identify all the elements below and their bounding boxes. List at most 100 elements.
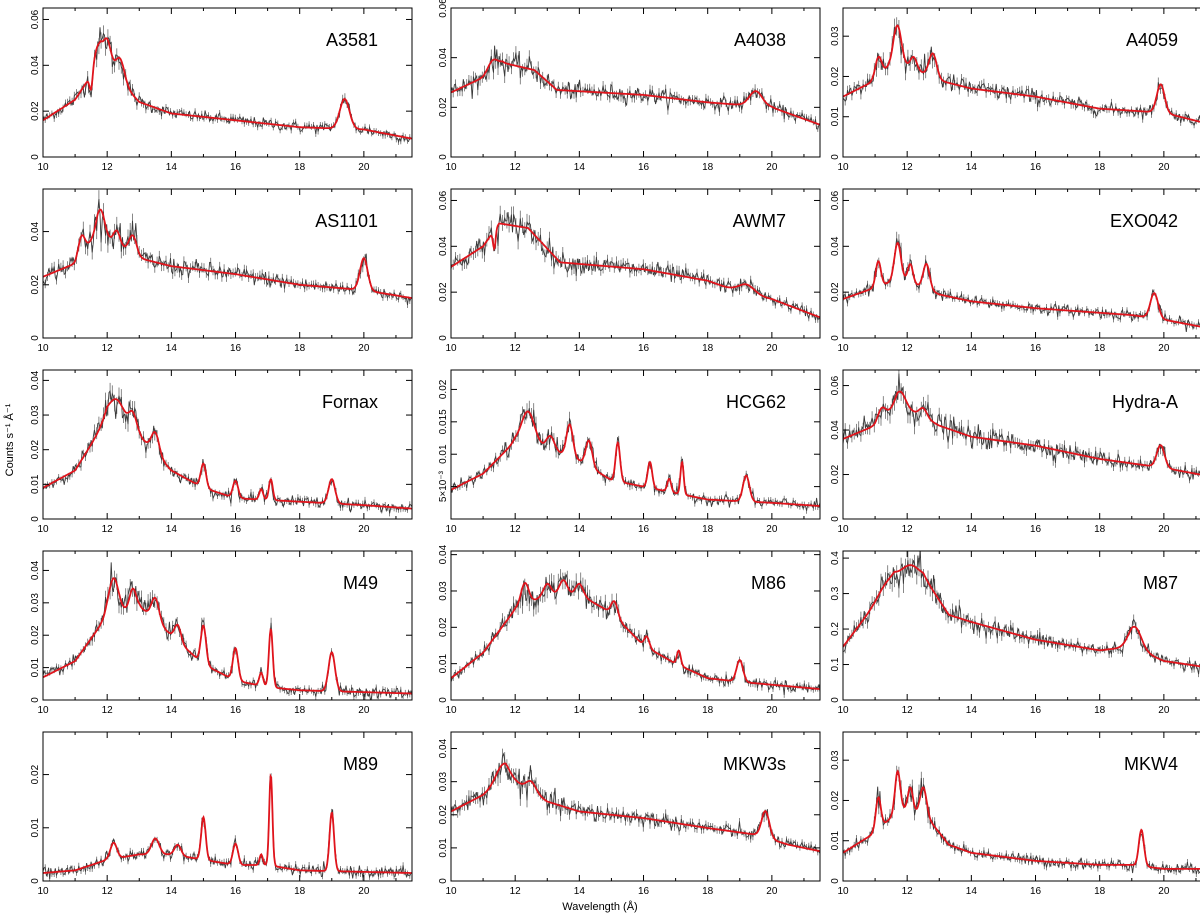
panel-title: AWM7 [733,211,786,231]
y-tick-label: 0.06 [438,0,449,18]
panel-frame [42,188,413,339]
panel-title: M89 [343,754,378,774]
y-tick-label: 0.015 [438,409,449,434]
panel-frame [842,369,1200,520]
y-tick-label: 0.06 [830,375,841,395]
y-tick-label: 0.03 [830,750,841,770]
model-line [451,58,820,126]
x-tick-label: 20 [766,705,778,716]
model-line [451,579,820,690]
x-tick-label: 10 [445,705,457,716]
panel-frame [842,731,1200,882]
y-tick-label: 0.04 [830,420,841,440]
x-tick-label: 20 [358,524,370,535]
y-tick-label: 0.01 [30,474,41,494]
x-tick-label: 20 [766,886,778,897]
x-tick-label: 12 [102,524,114,535]
y-tick-label: 0.04 [438,738,449,758]
x-tick-label: 16 [638,162,650,173]
y-tick-label: 0.01 [30,818,41,838]
x-tick-label: 10 [445,524,457,535]
y-tick-label: 0.2 [830,622,841,636]
y-tick-label: 0.03 [438,581,449,601]
x-tick-label: 16 [638,343,650,354]
y-tick-label: 0 [830,516,841,522]
panel-grid: 10 12 14 16 18 20 0 0.02 0.04 0.06 A3581 10 12 14 16 18… [30,0,1200,897]
y-tick-label: 5×10⁻³ [438,470,449,502]
panel-frame [42,7,413,158]
x-tick-label: 16 [1030,343,1042,354]
y-tick-label: 0.02 [830,282,841,302]
x-tick-label: 20 [1158,162,1170,173]
x-tick-label: 10 [837,705,849,716]
panel-title: MKW3s [723,754,786,774]
x-tick-label: 12 [510,343,522,354]
y-tick-label: 0.01 [438,838,449,858]
x-tick-label: 10 [37,162,49,173]
panel-title: M49 [343,573,378,593]
panel-title: A4059 [1126,30,1178,50]
x-tick-label: 20 [1158,343,1170,354]
x-tick-label: 12 [902,886,914,897]
panel-title: MKW4 [1124,754,1178,774]
x-tick-label: 12 [902,524,914,535]
x-tick-label: 16 [1030,886,1042,897]
panel-mkw3s: 10 12 14 16 18 20 0 0.01 0.02 0.03 0.04 MKW3s [438,731,821,897]
x-tick-label: 10 [37,343,49,354]
y-tick-label: 0.02 [438,617,449,637]
x-tick-label: 16 [230,524,242,535]
data-line [451,45,820,130]
x-tick-label: 12 [902,343,914,354]
model-line [843,564,1200,668]
x-tick-label: 20 [1158,886,1170,897]
y-tick-label: 0.02 [30,764,41,784]
x-tick-label: 14 [166,705,178,716]
panel-a4059: 10 12 14 16 18 20 0 0.01 0.02 0.03 A4059 [830,7,1200,173]
panel-mkw4: 10 12 14 16 18 20 0 0.01 0.02 0.03 MKW4 [830,731,1200,897]
x-tick-label: 10 [445,886,457,897]
x-tick-label: 18 [1094,343,1106,354]
x-tick-label: 12 [510,524,522,535]
x-tick-label: 14 [966,886,978,897]
x-tick-label: 16 [638,886,650,897]
x-tick-label: 12 [102,162,114,173]
x-tick-label: 10 [837,524,849,535]
y-tick-label: 0 [438,878,449,884]
y-tick-label: 0 [30,878,41,884]
x-tick-label: 18 [1094,162,1106,173]
y-tick-label: 0 [438,335,449,341]
panel-frame [42,550,413,701]
y-tick-label: 0 [30,697,41,703]
y-tick-label: 0.02 [438,805,449,825]
panel-title: M87 [1143,573,1178,593]
x-tick-label: 20 [1158,705,1170,716]
y-tick-label: 0.04 [438,236,449,256]
x-tick-label: 12 [510,886,522,897]
panel-m89: 10 12 14 16 18 20 0 0.01 0.02 M89 [30,731,413,897]
x-tick-label: 20 [766,524,778,535]
data-line [451,408,820,511]
x-tick-label: 14 [966,162,978,173]
panel-title: A4038 [734,30,786,50]
model-line [843,769,1200,870]
y-tick-label: 0.01 [438,654,449,674]
y-tick-label: 0 [830,697,841,703]
x-tick-label: 10 [445,162,457,173]
panel-title: EXO042 [1110,211,1178,231]
x-tick-label: 18 [702,162,714,173]
y-tick-label: 0.02 [30,625,41,645]
x-tick-label: 12 [902,162,914,173]
x-axis-label: Wavelength (Å) [562,900,637,913]
y-tick-label: 0.03 [438,772,449,792]
model-line [451,222,820,319]
x-tick-label: 16 [1030,524,1042,535]
x-tick-label: 18 [294,886,306,897]
panel-frame [450,731,821,882]
x-tick-label: 10 [37,886,49,897]
panel-frame [450,188,821,339]
x-tick-label: 10 [37,705,49,716]
panel-frame [842,7,1200,158]
data-line [843,238,1200,333]
panel-a3581: 10 12 14 16 18 20 0 0.02 0.04 0.06 A3581 [30,7,413,173]
y-tick-label: 0.3 [830,586,841,600]
